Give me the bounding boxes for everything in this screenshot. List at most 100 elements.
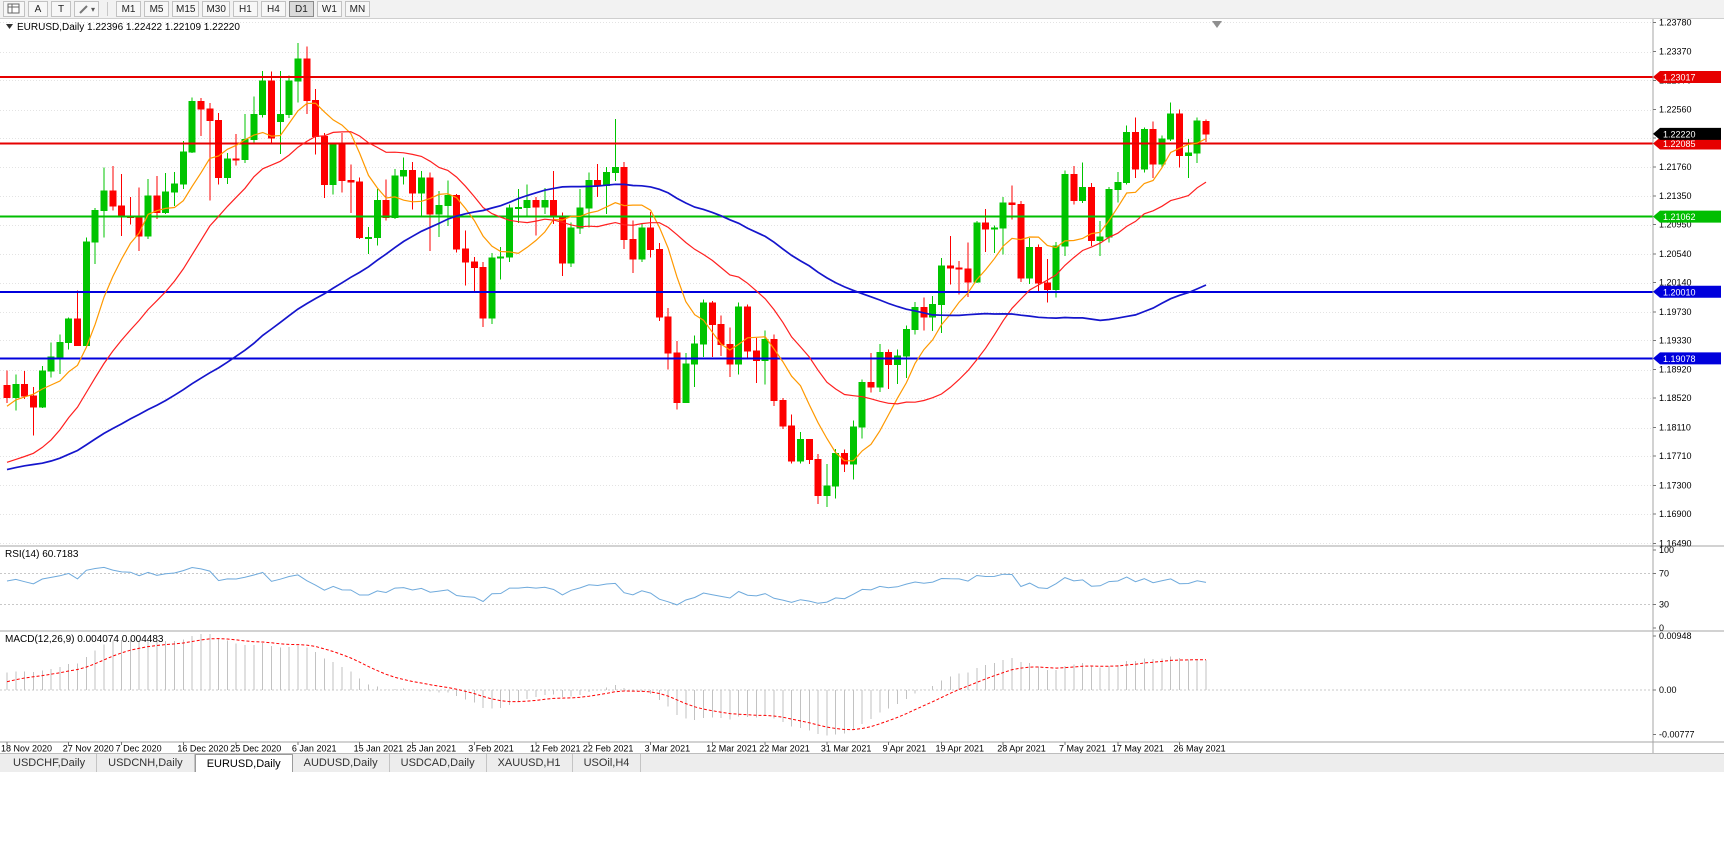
svg-text:1.17710: 1.17710 (1659, 451, 1692, 461)
svg-text:22 Feb 2021: 22 Feb 2021 (583, 744, 634, 754)
ma-medium-line (6, 131, 1207, 463)
chart-tabbar: USDCHF,Daily USDCNH,Daily EURUSD,Daily A… (0, 753, 1724, 772)
macd-signal-line (6, 638, 1206, 731)
price-scale[interactable]: 1.237801.233701.229701.225601.221601.217… (1653, 19, 1695, 739)
collapse-triangle-icon (6, 24, 13, 29)
price-tag-1.23017: 1.23017 (1653, 70, 1721, 83)
svg-text:0.00: 0.00 (1659, 685, 1677, 695)
tab-usdchf-daily[interactable]: USDCHF,Daily (2, 754, 98, 772)
timeframe-w1-button[interactable]: W1 (316, 1, 342, 17)
macd-panel (0, 633, 1653, 736)
macd-caption: MACD(12,26,9) 0.004074 0.004483 (5, 634, 164, 645)
svg-text:1.17300: 1.17300 (1659, 480, 1692, 490)
price-tag-1.22085: 1.22085 (1653, 137, 1721, 150)
chart-shift-marker-icon[interactable] (1212, 21, 1222, 28)
svg-text:0: 0 (1659, 623, 1664, 633)
rsi-caption: RSI(14) 60.7183 (5, 549, 79, 560)
svg-text:26 May 2021: 26 May 2021 (1174, 744, 1226, 754)
tab-audusd-daily[interactable]: AUDUSD,Daily (293, 754, 390, 772)
svg-text:1.23370: 1.23370 (1659, 47, 1692, 57)
svg-text:7 May 2021: 7 May 2021 (1059, 744, 1106, 754)
macd-histogram (6, 633, 1207, 736)
timeframe-h1-button[interactable]: H1 (232, 1, 258, 17)
time-axis[interactable]: 18 Nov 2020 27 Nov 2020 7 Dec 2020 16 Dec 2… (1, 742, 1226, 753)
price-tag-1.21062: 1.21062 (1653, 210, 1721, 223)
svg-text:15 Jan 2021: 15 Jan 2021 (354, 744, 404, 754)
svg-text:-0.00777: -0.00777 (1659, 729, 1695, 739)
toolbar-separator (107, 2, 109, 16)
timeframe-d1-button[interactable]: D1 (288, 1, 314, 17)
svg-text:27 Nov 2020: 27 Nov 2020 (63, 744, 114, 754)
svg-text:7 Dec 2020: 7 Dec 2020 (116, 744, 162, 754)
grid-report-button[interactable] (3, 1, 25, 17)
horizontal-lines-layer[interactable] (0, 75, 1653, 360)
svg-text:25 Dec 2020: 25 Dec 2020 (230, 744, 281, 754)
empty-area (0, 772, 1724, 851)
svg-text:1.16490: 1.16490 (1659, 538, 1692, 548)
svg-text:1.16900: 1.16900 (1659, 509, 1692, 519)
top-toolbar: A T ▾ M1 M5 M15 M30 H1 H4 D1 W1 MN (0, 0, 1724, 19)
svg-text:1.22220: 1.22220 (1663, 129, 1696, 139)
timeframe-mn-button[interactable]: MN (344, 1, 370, 17)
tab-usdcnh-daily[interactable]: USDCNH,Daily (97, 754, 195, 772)
svg-text:1.19078: 1.19078 (1663, 354, 1696, 364)
svg-text:18 Nov 2020: 18 Nov 2020 (1, 744, 52, 754)
svg-text:16 Dec 2020: 16 Dec 2020 (177, 744, 228, 754)
svg-text:19 Apr 2021: 19 Apr 2021 (936, 744, 985, 754)
grid-icon (7, 3, 20, 14)
svg-text:3 Mar 2021: 3 Mar 2021 (645, 744, 691, 754)
pencil-dropdown-button[interactable]: ▾ (74, 1, 100, 17)
panel-separators (0, 19, 1724, 753)
svg-text:1.18920: 1.18920 (1659, 365, 1692, 375)
svg-text:1.18520: 1.18520 (1659, 393, 1692, 403)
letter-a-button[interactable]: A (28, 1, 48, 17)
svg-text:12 Feb 2021: 12 Feb 2021 (530, 744, 581, 754)
svg-text:1.20950: 1.20950 (1659, 220, 1692, 230)
tab-usdcad-daily[interactable]: USDCAD,Daily (390, 754, 487, 772)
svg-text:1.20010: 1.20010 (1663, 287, 1696, 297)
timeframe-m15-button[interactable]: M15 (172, 1, 200, 17)
svg-text:22 Mar 2021: 22 Mar 2021 (759, 744, 810, 754)
tab-eurusd-daily[interactable]: EURUSD,Daily (194, 754, 293, 772)
svg-text:25 Jan 2021: 25 Jan 2021 (407, 744, 457, 754)
svg-text:30: 30 (1659, 600, 1669, 610)
ohlc-info-line: EURUSD,Daily 1.22396 1.22422 1.22109 1.2… (17, 22, 240, 33)
svg-text:9 Apr 2021: 9 Apr 2021 (883, 744, 927, 754)
tab-xauusd-h1[interactable]: XAUUSD,H1 (487, 754, 573, 772)
svg-text:1.22085: 1.22085 (1663, 139, 1696, 149)
grid-layer (0, 22, 1653, 544)
svg-text:1.19730: 1.19730 (1659, 307, 1692, 317)
dropdown-arrow-icon: ▾ (91, 4, 96, 14)
svg-text:70: 70 (1659, 568, 1669, 578)
svg-text:1.22560: 1.22560 (1659, 105, 1692, 115)
svg-text:1.21350: 1.21350 (1659, 191, 1692, 201)
svg-text:6 Jan 2021: 6 Jan 2021 (292, 744, 337, 754)
pencil-icon (79, 5, 88, 14)
tab-usoil-h4[interactable]: USOil,H4 (573, 754, 642, 772)
svg-text:1.20540: 1.20540 (1659, 249, 1692, 259)
timeframe-m30-button[interactable]: M30 (202, 1, 230, 17)
svg-text:0.00948: 0.00948 (1659, 631, 1692, 641)
price-tag-1.19078: 1.19078 (1653, 352, 1721, 365)
svg-text:1.19330: 1.19330 (1659, 335, 1692, 345)
svg-text:1.21760: 1.21760 (1659, 162, 1692, 172)
timeframe-h4-button[interactable]: H4 (260, 1, 286, 17)
svg-text:1.18110: 1.18110 (1659, 423, 1691, 433)
timeframe-m5-button[interactable]: M5 (144, 1, 170, 17)
chart-canvas[interactable]: 1.237801.233701.229701.225601.221601.217… (0, 19, 1724, 753)
price-tag-1.20010: 1.20010 (1653, 285, 1721, 298)
svg-text:1.23017: 1.23017 (1663, 72, 1696, 82)
rsi-line (6, 566, 1207, 606)
svg-text:1.20140: 1.20140 (1659, 278, 1692, 288)
timeframe-m1-button[interactable]: M1 (116, 1, 142, 17)
svg-text:3 Feb 2021: 3 Feb 2021 (468, 744, 514, 754)
svg-text:28 Apr 2021: 28 Apr 2021 (997, 744, 1046, 754)
ma-slow-line (6, 183, 1207, 471)
ma-fast-line (6, 102, 1207, 462)
svg-text:1.23780: 1.23780 (1659, 19, 1692, 27)
svg-text:17 May 2021: 17 May 2021 (1112, 744, 1164, 754)
text-tool-button[interactable]: T (51, 1, 71, 17)
svg-text:100: 100 (1659, 545, 1674, 555)
current-price-tag: 1.22220 (1653, 127, 1721, 140)
